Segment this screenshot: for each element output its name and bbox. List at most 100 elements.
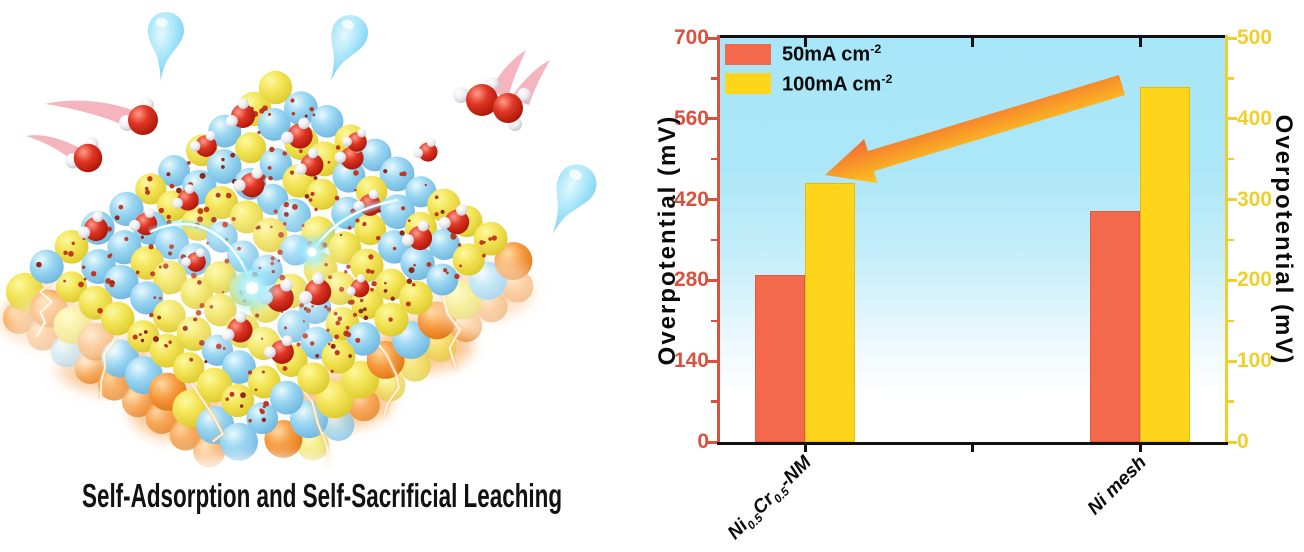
- x-label-nimesh: Ni mesh: [1083, 452, 1151, 520]
- oxide-dot: [362, 307, 367, 312]
- oxide-dots: [36, 98, 497, 423]
- right-tick-200: 200: [1237, 268, 1273, 292]
- oxide-dot: [199, 172, 206, 179]
- oxide-dot: [353, 312, 358, 317]
- oxide-dot: [229, 391, 235, 397]
- oxide-dot: [401, 171, 407, 177]
- lightning-bolt: [372, 337, 401, 418]
- atom-sphere: [29, 249, 64, 284]
- oxide-dot: [259, 408, 263, 412]
- atom-sphere: [321, 339, 356, 374]
- right-tick-300: 300: [1237, 187, 1273, 211]
- oxide-dot: [267, 166, 272, 170]
- white-fade: [8, 260, 550, 551]
- oxide-dot: [268, 176, 273, 181]
- overpotential-chart: 50mA cm-2 100mA cm-2 700 560 420 280 140…: [650, 0, 1304, 552]
- oxide-dot: [149, 312, 154, 318]
- skirt-sphere: [315, 380, 354, 419]
- right-axis-title: Overpotential (mV): [1270, 114, 1297, 366]
- oxide-dot: [230, 152, 236, 158]
- tick-mark: [803, 442, 807, 452]
- left-tick-0: 0: [697, 430, 709, 453]
- oxide-dot: [107, 254, 112, 259]
- tick-mark: [971, 442, 974, 452]
- tick-mark: [803, 38, 807, 47]
- legend: 50mA cm-2 100mA cm-2: [725, 42, 892, 101]
- tick-mark: [711, 157, 717, 161]
- oxide-dot: [355, 337, 361, 343]
- oxide-dot: [135, 270, 140, 275]
- tick-mark: [1138, 442, 1142, 452]
- tick-mark: [708, 36, 717, 40]
- oxide-dot: [118, 204, 124, 210]
- oxide-dot: [153, 296, 157, 299]
- oxide-dot: [413, 263, 416, 267]
- oxide-dot: [457, 243, 462, 247]
- oxide-dot: [140, 235, 144, 239]
- fade: [10, 455, 520, 551]
- bar-50ma-nimesh: [1090, 211, 1140, 442]
- oxide-dot: [370, 269, 375, 275]
- left-tick-140: 140: [673, 349, 709, 373]
- tick-mark: [1228, 359, 1237, 363]
- oxide-dot: [308, 198, 313, 202]
- oxide-dot: [482, 253, 486, 258]
- tick-mark: [1228, 157, 1234, 161]
- bar-50ma-ni05cr05nm: [755, 274, 805, 442]
- incoming-water-molecule: [26, 135, 103, 173]
- oxide-dot: [225, 397, 229, 401]
- oxide-dot: [292, 203, 298, 210]
- legend-swatch-50ma: [725, 43, 771, 65]
- oxide-dot: [312, 113, 316, 117]
- oxide-dot: [426, 261, 432, 267]
- oxide-dot: [197, 216, 204, 223]
- atom-sphere: [246, 402, 279, 435]
- oxide-dot: [166, 214, 171, 220]
- oxide-dot: [459, 264, 462, 268]
- oxide-dot: [330, 343, 336, 349]
- oxide-dot: [144, 186, 149, 191]
- skirt-sphere: [264, 420, 303, 458]
- tick-mark: [711, 400, 717, 403]
- incoming-water-molecule: [45, 98, 158, 135]
- fade: [434, 260, 550, 340]
- atom-sphere: [221, 383, 255, 418]
- oxide-dot: [304, 114, 308, 118]
- oxide-dot: [261, 370, 265, 374]
- motion-trail: [492, 50, 526, 98]
- tick-mark: [708, 198, 717, 202]
- oxide-dot: [347, 225, 352, 230]
- water-droplet: [313, 9, 374, 88]
- oxide-dot: [334, 350, 340, 356]
- oxide-dot: [384, 281, 387, 285]
- oxide-dot: [315, 353, 320, 358]
- left-axis-line: [717, 35, 720, 445]
- oxide-dot: [334, 334, 340, 340]
- atom-sphere: [149, 333, 184, 368]
- left-tick-560: 560: [673, 106, 709, 130]
- right-tick-400: 400: [1237, 106, 1273, 130]
- oxide-dot: [140, 338, 145, 343]
- oxide-dot: [132, 334, 138, 340]
- atom-sphere: [259, 148, 293, 181]
- oxide-dot: [289, 170, 295, 175]
- tick-mark: [1228, 77, 1234, 80]
- oxide-dot: [157, 315, 162, 320]
- oxide-dot: [63, 279, 66, 283]
- right-tick-100: 100: [1237, 349, 1273, 373]
- oxide-dot: [328, 342, 331, 346]
- skirt-sphere: [220, 422, 258, 461]
- oxide-dot: [309, 106, 314, 112]
- oxide-dot: [143, 330, 148, 334]
- oxide-dot: [247, 370, 253, 375]
- legend-item-100ma: 100mA cm-2: [725, 72, 892, 97]
- oxide-dot: [158, 207, 165, 214]
- bar-100ma-ni05cr05nm: [805, 183, 855, 442]
- oxide-dot: [370, 287, 374, 292]
- motion-trail: [26, 135, 80, 164]
- oxide-dot: [215, 192, 221, 198]
- atom-sphere: [379, 156, 415, 192]
- oxide-dot: [299, 149, 303, 154]
- oxide-dot: [259, 108, 265, 114]
